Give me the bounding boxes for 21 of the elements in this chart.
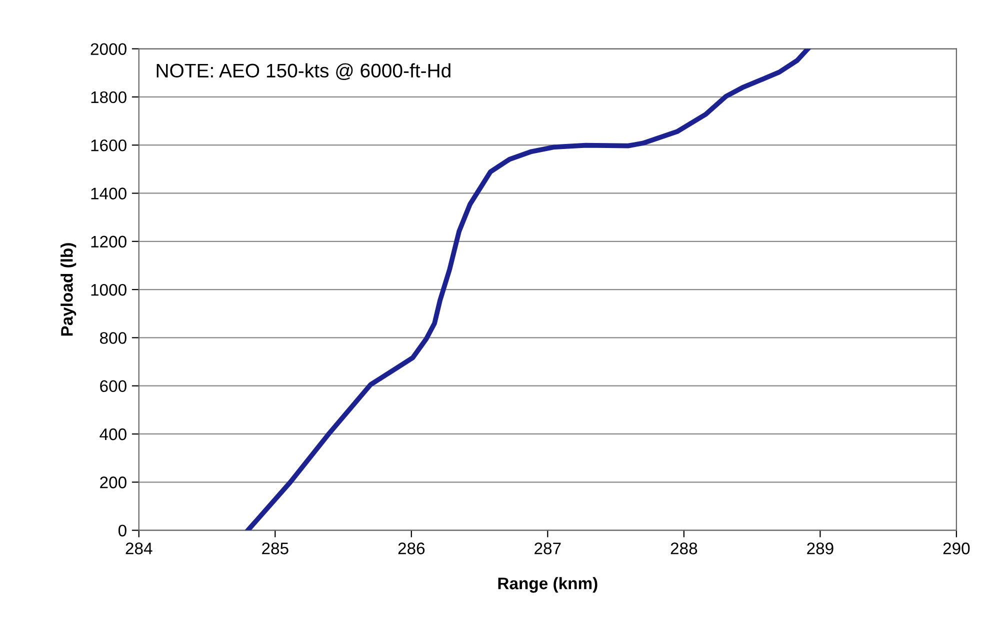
x-tick-label: 284 [126, 542, 152, 554]
y-tick-label: 0 [118, 524, 126, 536]
y-axis-title: Payload (lb) [60, 243, 76, 336]
y-tick-label: 1000 [91, 284, 126, 296]
x-tick-label: 286 [398, 542, 425, 554]
y-tick-label: 2000 [90, 43, 126, 55]
y-tick-label: 1200 [91, 236, 126, 248]
y-tick-label: 1800 [91, 91, 126, 104]
y-tick-label: 1600 [91, 139, 126, 152]
annotation: NOTE: AEO 150-kts @ 6000-ft-Hd [156, 63, 450, 80]
x-tick-label: 290 [943, 542, 970, 554]
x-tick-label: 285 [262, 542, 288, 554]
x-tick-label: 289 [807, 542, 834, 554]
x-tick-label: 288 [670, 542, 698, 554]
y-tick-label: 600 [100, 380, 126, 392]
y-tick-label: 400 [100, 428, 126, 440]
x-axis-title: Range (knm) [498, 577, 598, 593]
y-tick-label: 1400 [91, 188, 126, 200]
y-tick-label: 800 [100, 332, 126, 344]
y-tick-label: 200 [100, 476, 126, 488]
x-tick-label: 287 [534, 542, 561, 554]
